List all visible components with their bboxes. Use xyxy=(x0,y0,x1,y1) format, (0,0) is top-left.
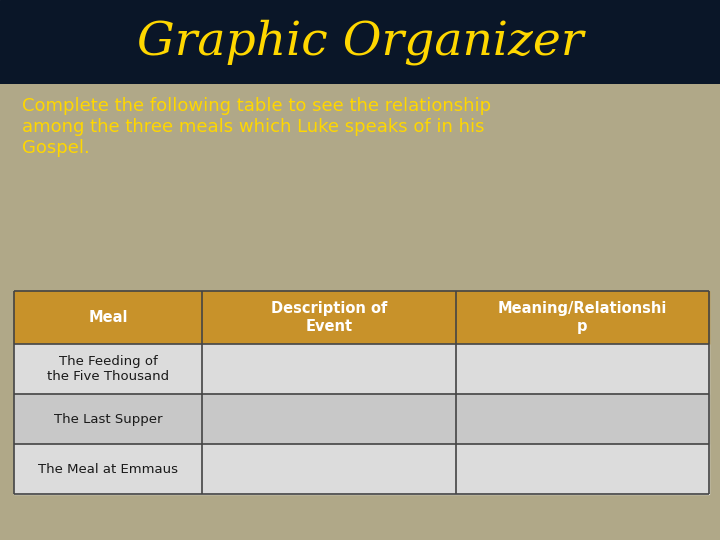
Text: Meal: Meal xyxy=(89,310,128,325)
Bar xyxy=(14,394,202,444)
Text: Description of
Event: Description of Event xyxy=(271,301,387,334)
Text: Meaning/Relationshi
p: Meaning/Relationshi p xyxy=(498,301,667,334)
Bar xyxy=(202,394,456,444)
Bar xyxy=(202,444,456,495)
Text: The Last Supper: The Last Supper xyxy=(54,413,163,426)
Bar xyxy=(456,344,709,394)
Bar xyxy=(456,444,709,495)
Bar xyxy=(202,291,456,344)
Bar xyxy=(14,344,202,394)
Text: The Meal at Emmaus: The Meal at Emmaus xyxy=(38,463,178,476)
Bar xyxy=(202,344,456,394)
Bar xyxy=(14,444,202,495)
Bar xyxy=(14,291,202,344)
Text: The Feeding of
the Five Thousand: The Feeding of the Five Thousand xyxy=(47,355,169,383)
Bar xyxy=(456,394,709,444)
Text: Complete the following table to see the relationship
among the three meals which: Complete the following table to see the … xyxy=(22,97,491,157)
Text: Graphic Organizer: Graphic Organizer xyxy=(137,19,583,65)
Bar xyxy=(456,291,709,344)
